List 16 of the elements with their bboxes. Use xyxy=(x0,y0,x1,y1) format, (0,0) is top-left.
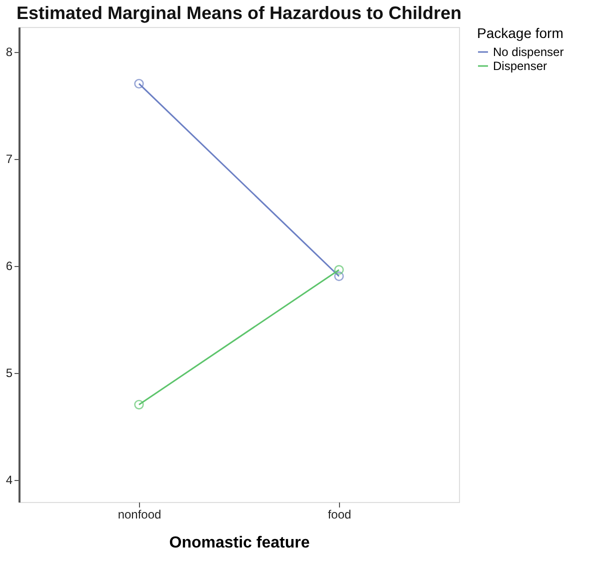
x-axis-title: Onomastic feature xyxy=(169,534,310,552)
y-tick-label: 6 xyxy=(6,259,13,274)
y-tick-label: 4 xyxy=(6,473,13,488)
y-tick-label: 5 xyxy=(6,366,13,380)
y-tick-label: 7 xyxy=(6,152,13,166)
point xyxy=(334,265,344,275)
x-tick-label: food xyxy=(328,508,352,522)
x-tick-label: nonfood xyxy=(118,508,162,522)
legend-label: Dispenser xyxy=(493,59,548,73)
chart-title: Estimated Marginal Means of Hazardous to Children xyxy=(16,3,462,23)
legend-label: No dispenser xyxy=(493,45,564,59)
legend-title: Package form xyxy=(477,25,564,41)
point xyxy=(134,400,144,410)
point xyxy=(334,271,344,282)
y-tick-label: 8 xyxy=(6,45,13,60)
point xyxy=(134,78,144,89)
